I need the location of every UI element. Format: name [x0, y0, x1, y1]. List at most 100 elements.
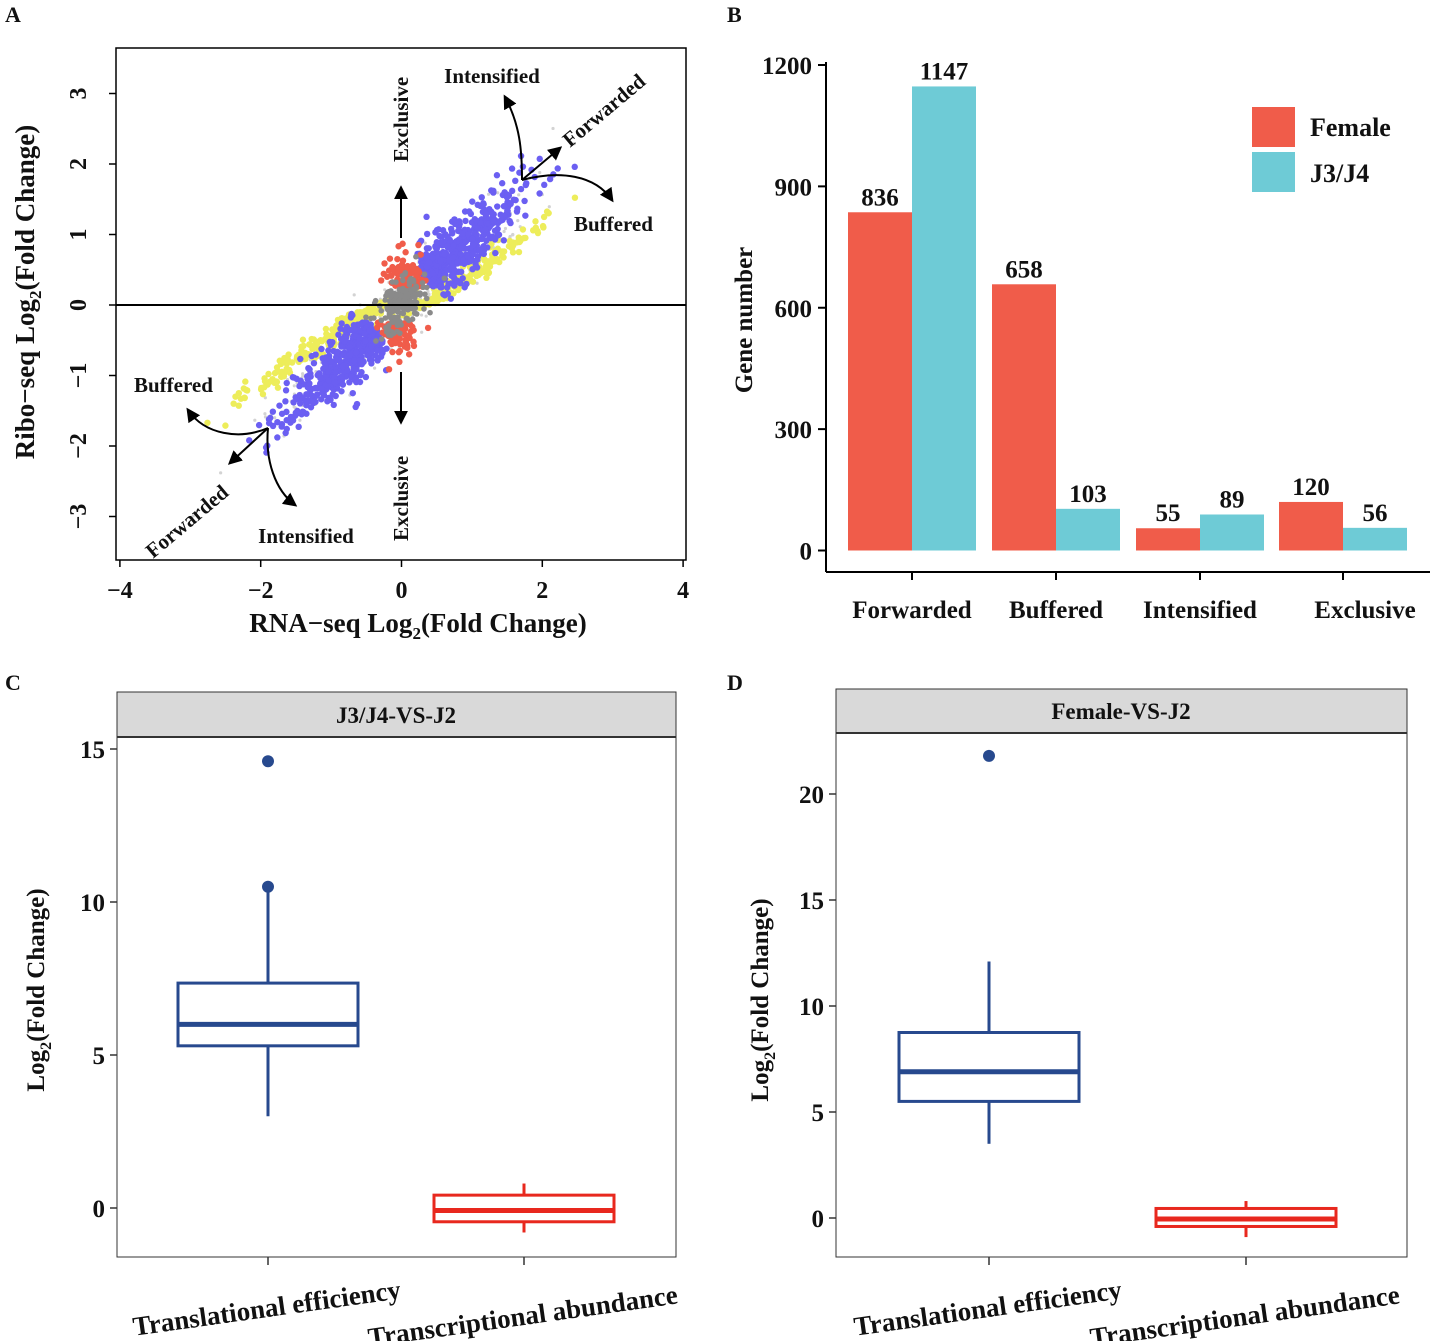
scatter-point-unchanged [410, 277, 416, 283]
scatter-point-exclusive [395, 266, 402, 274]
legend-label-female: Female [1310, 113, 1391, 142]
scatter-point-unchanged [393, 279, 399, 285]
scatter-point-forwarded [512, 177, 519, 185]
scatter-point-forwarded [346, 351, 354, 359]
panel-letter-a: A [5, 2, 21, 27]
scatter-point-exclusive [396, 341, 404, 348]
scatter-point-forwarded [360, 358, 367, 366]
scatter-point-forwarded [522, 181, 530, 189]
scatter-point-forwarded [469, 251, 477, 258]
scatter-point-unchanged [421, 271, 428, 278]
scatter-point-forwarded [480, 243, 488, 250]
scatter-point-buffered [434, 289, 441, 296]
scatter-point-forwarded [433, 262, 440, 269]
bar-female [1136, 528, 1200, 551]
scatter-point-forwarded [500, 237, 508, 244]
scatter-point-buffered [515, 248, 523, 256]
scatter-point-exclusive [380, 270, 387, 278]
scatter-point-forwarded [289, 374, 297, 381]
scatter-point-background [538, 170, 542, 175]
scatter-point-background [420, 330, 424, 334]
scatter-point-forwarded [338, 343, 345, 350]
scatter-point-forwarded [368, 343, 375, 350]
scatter-point-forwarded [337, 335, 345, 343]
box-d-y-ticks: 0 5 10 15 20 [799, 782, 836, 1233]
scatter-point-forwarded [469, 198, 476, 205]
scatter-point-exclusive [408, 323, 416, 330]
bar-j3j4 [1200, 514, 1264, 551]
scatter-point-buffered [428, 297, 436, 304]
scatter-point-background [426, 289, 430, 293]
scatter-point-exclusive [424, 324, 432, 332]
scatter-point-unchanged [378, 307, 385, 314]
scatter-point-buffered [299, 336, 307, 343]
label-forwarded-top: Forwarded [558, 69, 651, 152]
scatter-point-forwarded [507, 200, 514, 208]
scatter-point-forwarded [283, 379, 290, 387]
scatter-y-ticks: −3 −2 −1 0 1 2 3 [66, 88, 116, 529]
scatter-point-forwarded [445, 280, 452, 288]
scatter-point-unchanged [400, 277, 406, 284]
scatter-point-forwarded [318, 345, 325, 353]
scatter-point-exclusive [417, 251, 424, 258]
box-d-boxes [897, 749, 1338, 1238]
scatter-point-forwarded [353, 366, 360, 373]
bar-female [848, 212, 912, 551]
scatter-point-forwarded [289, 417, 297, 424]
scatter-y-tick-label: 3 [66, 88, 92, 100]
scatter-point-forwarded [493, 172, 501, 179]
scatter-point-forwarded [269, 408, 277, 415]
box-translational [176, 981, 360, 1048]
legend-label-j3j4: J3/J4 [1310, 159, 1369, 188]
scatter-point-forwarded [317, 374, 324, 382]
scatter-point-unchanged [382, 315, 389, 321]
scatter-point-buffered [317, 336, 324, 344]
scatter-point-buffered [498, 248, 506, 255]
scatter-point-unchanged [393, 293, 399, 299]
scatter-point-buffered [306, 341, 313, 348]
scatter-point-background [352, 293, 356, 297]
scatter-point-unchanged [421, 306, 427, 312]
scatter-x-ticks: −4 −2 0 2 4 [107, 560, 689, 604]
scatter-point-forwarded [482, 210, 490, 217]
scatter-point-forwarded [436, 232, 443, 240]
scatter-point-forwarded [467, 258, 474, 265]
scatter-point-forwarded [325, 377, 332, 384]
scatter-point-exclusive [377, 277, 385, 284]
bar-y-ticks: 0 300 600 900 1200 [762, 53, 826, 566]
box-c-y-axis-title: Log2(Fold Change) [23, 888, 55, 1091]
scatter-point-forwarded [429, 270, 437, 277]
scatter-point-forwarded [512, 196, 519, 204]
scatter-point-forwarded [255, 421, 263, 429]
label-intensified-top: Intensified [444, 64, 540, 88]
forwarded-down-arrow [227, 427, 269, 465]
scatter-point-unchanged [422, 291, 428, 297]
scatter-point-unchanged [391, 315, 398, 321]
scatter-point-buffered [354, 309, 361, 316]
scatter-point-exclusive [402, 339, 410, 346]
bar-value-label: 836 [861, 184, 899, 211]
label-buffered-top: Buffered [574, 212, 653, 236]
scatter-point-forwarded [506, 217, 513, 225]
scatter-point-unchanged [413, 311, 420, 317]
scatter-point-buffered [506, 237, 514, 245]
bar-value-label: 55 [1156, 500, 1181, 527]
scatter-point-background [253, 418, 257, 422]
scatter-point-forwarded [474, 256, 481, 263]
scatter-point-forwarded [478, 194, 485, 201]
scatter-point-unchanged [423, 295, 430, 302]
scatter-point-unchanged [400, 310, 407, 317]
scatter-point-buffered [309, 345, 317, 352]
legend-swatch-j3j4 [1252, 152, 1295, 192]
scatter-y-tick-label: 0 [66, 299, 92, 311]
scatter-point-forwarded [358, 368, 365, 376]
bar-y-tick-label: 1200 [762, 53, 812, 80]
scatter-point-buffered [204, 419, 211, 426]
scatter-points [191, 126, 579, 518]
scatter-point-forwarded [430, 283, 437, 290]
scatter-point-forwarded [504, 207, 511, 215]
scatter-point-forwarded [308, 352, 315, 360]
box-c-x-labels: Translational efficiencyTranscriptional … [131, 1257, 679, 1341]
scatter-point-buffered [265, 370, 272, 378]
